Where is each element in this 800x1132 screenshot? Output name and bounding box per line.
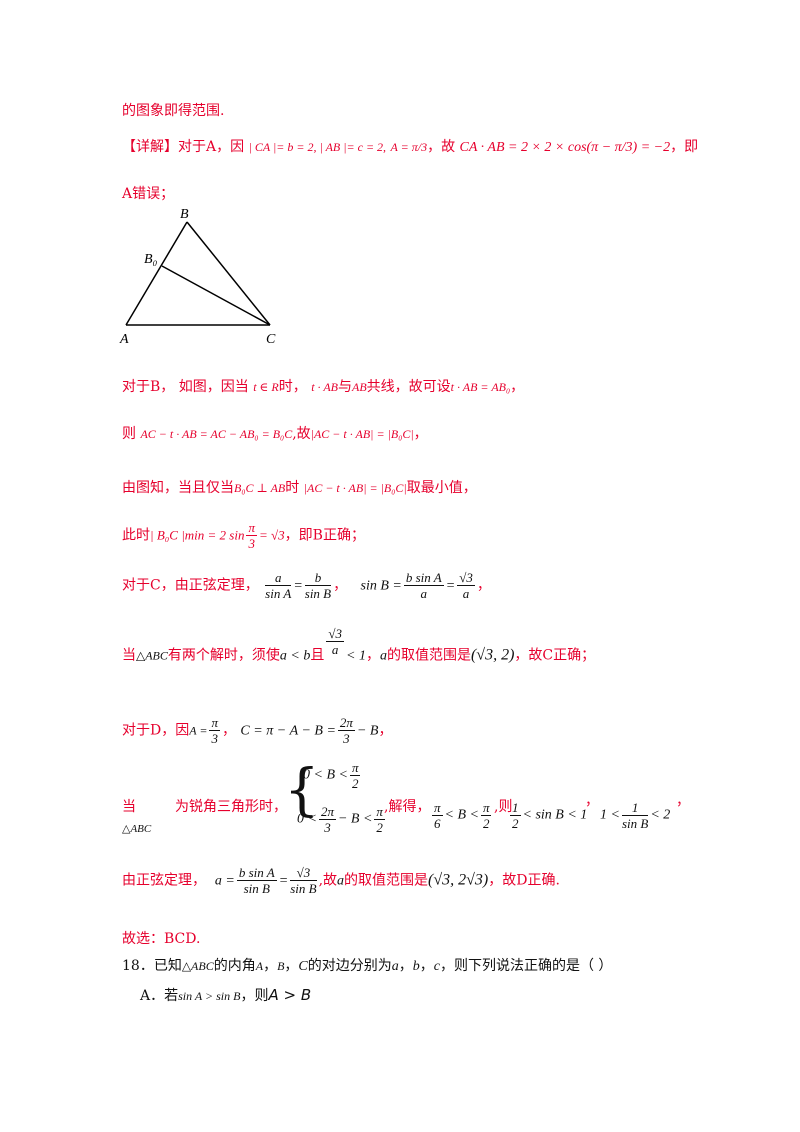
system-line-2: 0 <2π 3− B < π 2	[297, 804, 385, 835]
system-brace: {	[284, 758, 320, 823]
label-b0: B₀	[144, 252, 158, 267]
label-a: A	[119, 332, 129, 347]
question-18: 18．已知△ABC的内角A，B，C的对边分别为a，b，c，则下列说法正确的是（ …	[122, 958, 613, 974]
fraction-sqrt3-over-a-2: √3 a	[326, 626, 344, 657]
label-c: C	[266, 332, 276, 347]
range-inv-sinB: 1 <1 sin B < 2	[600, 800, 671, 831]
text-line-10: 对于D，因A = π 3， C = π − A − B = 2π 3− B，	[122, 715, 393, 746]
text-line-4: 对于B， 如图，因当 t ∈ R时， t · AB与AB共线，故可设t · AB…	[122, 379, 525, 395]
triangle-figure: B B₀ A C	[119, 207, 276, 347]
text-line-11: 当 为锐角三角形时， △ABC { 0 < B < π 2 0 <2π 3− B < π…	[122, 758, 690, 835]
answer-line: 故选：BCD.	[122, 931, 201, 947]
label-b: B	[180, 207, 189, 222]
text-line-5: 则 AC − t · AB = AC − AB₀ = B₀C,故|AC − t …	[122, 426, 428, 442]
fraction-a-over-sinA: a sin A	[265, 570, 292, 601]
solution-range-B: π 6 < B < π 2	[432, 800, 492, 831]
text-line-3: A错误；	[122, 186, 175, 202]
text-line-7: 此时| B₀C |min = 2 sin π 3 = √3，即B正确；	[122, 520, 365, 551]
text-line-2: 【详解】对于A，因 | CA |= b = 2, | AB |= c = 2, …	[122, 139, 699, 155]
text-line-8: 对于C，由正弦定理， a sin A = b sin B， sin B = b sin A…	[122, 570, 491, 601]
detail-tag: 【详解】	[122, 139, 178, 155]
fraction-sqrt3-over-sinB: √3 sin B	[290, 865, 317, 896]
fraction-2pi-over-3: 2π 3	[337, 715, 355, 746]
text-line-9: 当△ABC有两个解时，须使a < b且 √3 a < 1，a的取值范围是(√3, 2)…	[122, 626, 596, 664]
side-ab	[125, 221, 188, 326]
fraction-sqrt3-over-a: √3 a	[457, 570, 475, 601]
fraction-b-over-sinB: b sin B	[304, 570, 332, 601]
side-bc	[186, 221, 271, 326]
text-line-6: 由图知，当且仅当B₀C ⊥ AB时 |AC − t · AB| = |B₀C|取…	[122, 480, 477, 496]
option-a: A．若sin A > sin B，则A > B	[140, 986, 312, 1004]
range-sinB: 1 2 < sin B < 1	[510, 800, 588, 831]
system-line-1: 0 < B < π 2	[303, 760, 361, 791]
text-line-1: 的图象即得范围.	[122, 103, 225, 119]
segment-b0c	[161, 265, 271, 326]
